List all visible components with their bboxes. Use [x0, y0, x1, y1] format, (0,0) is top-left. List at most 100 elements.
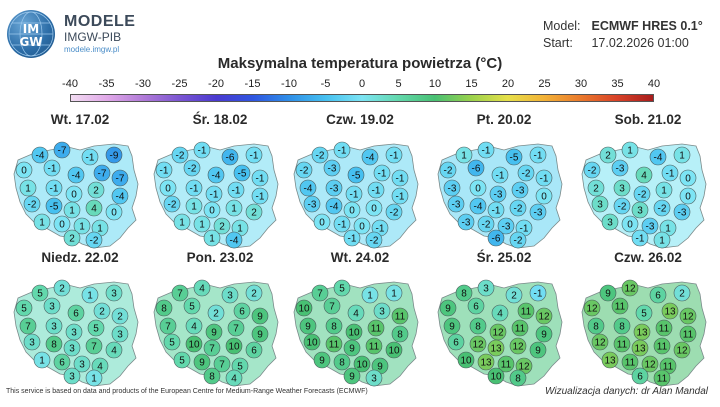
station-marker[interactable]: 7	[19, 317, 37, 335]
station-marker[interactable]: 12	[489, 323, 507, 341]
station-marker[interactable]: 11	[653, 369, 671, 387]
station-marker[interactable]: -4	[469, 197, 487, 215]
station-marker[interactable]: 0	[679, 169, 697, 187]
station-marker[interactable]: -4	[31, 146, 49, 164]
station-marker[interactable]: 9	[529, 341, 547, 359]
station-marker[interactable]: 13	[477, 353, 495, 371]
station-marker[interactable]: 9	[193, 353, 211, 371]
station-marker[interactable]: 1	[621, 141, 639, 159]
station-marker[interactable]: -7	[53, 141, 71, 159]
station-marker[interactable]: 0	[53, 215, 71, 233]
station-marker[interactable]: 10	[385, 341, 403, 359]
station-marker[interactable]: 3	[601, 213, 619, 231]
station-marker[interactable]: 0	[159, 179, 177, 197]
station-marker[interactable]: -4	[649, 148, 667, 166]
station-marker[interactable]: 0	[203, 201, 221, 219]
station-marker[interactable]: -3	[611, 159, 629, 177]
station-marker[interactable]: 9	[439, 299, 457, 317]
station-marker[interactable]: 1	[673, 146, 691, 164]
station-marker[interactable]: 0	[65, 185, 83, 203]
station-marker[interactable]: -2	[295, 161, 313, 179]
station-marker[interactable]: 3	[63, 367, 81, 385]
station-marker[interactable]: 11	[621, 353, 639, 371]
station-marker[interactable]: 5	[183, 297, 201, 315]
station-marker[interactable]: 9	[299, 317, 317, 335]
station-marker[interactable]: -3	[457, 213, 475, 231]
station-marker[interactable]: 5	[15, 299, 33, 317]
station-marker[interactable]: 11	[365, 337, 383, 355]
station-marker[interactable]: 1	[63, 201, 81, 219]
station-marker[interactable]: -1	[385, 146, 403, 164]
station-marker[interactable]: 1	[655, 181, 673, 199]
station-marker[interactable]: -4	[299, 179, 317, 197]
station-marker[interactable]: 8	[587, 317, 605, 335]
station-marker[interactable]: 1	[173, 213, 191, 231]
station-marker[interactable]: 2	[93, 302, 111, 320]
station-marker[interactable]: -1	[391, 187, 409, 205]
station-marker[interactable]: 13	[601, 351, 619, 369]
station-marker[interactable]: 12	[583, 299, 601, 317]
station-marker[interactable]: 2	[505, 286, 523, 304]
station-marker[interactable]: 3	[45, 317, 63, 335]
station-marker[interactable]: -2	[633, 185, 651, 203]
station-marker[interactable]: -2	[171, 146, 189, 164]
station-marker[interactable]: 3	[65, 323, 83, 341]
station-marker[interactable]: 8	[333, 353, 351, 371]
station-marker[interactable]: 7	[213, 355, 231, 373]
station-marker[interactable]: 11	[517, 302, 535, 320]
station-marker[interactable]: -1	[333, 141, 351, 159]
station-marker[interactable]: -1	[185, 179, 203, 197]
station-marker[interactable]: -2	[23, 195, 41, 213]
station-marker[interactable]: 10	[295, 299, 313, 317]
station-marker[interactable]: 11	[679, 325, 697, 343]
station-marker[interactable]: -6	[221, 148, 239, 166]
station-marker[interactable]: -1	[367, 181, 385, 199]
station-marker[interactable]: 1	[81, 286, 99, 304]
station-marker[interactable]: 7	[85, 337, 103, 355]
station-marker[interactable]: -3	[447, 195, 465, 213]
station-marker[interactable]: -1	[193, 141, 211, 159]
station-marker[interactable]: 13	[633, 323, 651, 341]
station-marker[interactable]: 5	[333, 279, 351, 297]
station-marker[interactable]: 8	[155, 299, 173, 317]
station-marker[interactable]: 11	[511, 319, 529, 337]
station-marker[interactable]: 5	[173, 351, 191, 369]
station-marker[interactable]: -2	[311, 146, 329, 164]
station-marker[interactable]: 10	[457, 351, 475, 369]
station-marker[interactable]: -1	[529, 146, 547, 164]
station-marker[interactable]: -1	[535, 169, 553, 187]
station-marker[interactable]: 12	[679, 307, 697, 325]
station-marker[interactable]: -1	[251, 187, 269, 205]
station-marker[interactable]: 6	[631, 367, 649, 385]
station-marker[interactable]: -3	[641, 217, 659, 235]
station-marker[interactable]: 6	[649, 286, 667, 304]
station-marker[interactable]: 12	[591, 333, 609, 351]
station-marker[interactable]: -3	[511, 181, 529, 199]
station-marker[interactable]: -2	[183, 159, 201, 177]
station-marker[interactable]: 8	[45, 335, 63, 353]
station-marker[interactable]: 8	[203, 367, 221, 385]
station-marker[interactable]: -2	[439, 161, 457, 179]
station-marker[interactable]: 11	[391, 307, 409, 325]
station-marker[interactable]: 0	[15, 161, 33, 179]
station-marker[interactable]: -5	[45, 197, 63, 215]
station-marker[interactable]: 2	[207, 304, 225, 322]
station-marker[interactable]: -3	[325, 179, 343, 197]
station-marker[interactable]: 7	[203, 339, 221, 357]
station-marker[interactable]: 7	[323, 297, 341, 315]
station-marker[interactable]: 1	[19, 179, 37, 197]
station-marker[interactable]: 1	[33, 213, 51, 231]
station-marker[interactable]: 3	[365, 369, 383, 387]
station-marker[interactable]: 6	[245, 341, 263, 359]
station-marker[interactable]: -3	[673, 203, 691, 221]
station-marker[interactable]: 4	[185, 317, 203, 335]
brand-url-link[interactable]: modele.imgw.pl	[64, 45, 120, 54]
station-marker[interactable]: 2	[213, 217, 231, 235]
station-marker[interactable]: -1	[631, 229, 649, 247]
station-marker[interactable]: -4	[325, 197, 343, 215]
station-marker[interactable]: -2	[477, 215, 495, 233]
station-marker[interactable]: -5	[233, 164, 251, 182]
station-marker[interactable]: 7	[227, 319, 245, 337]
station-marker[interactable]: 9	[313, 351, 331, 369]
station-marker[interactable]: -3	[497, 217, 515, 235]
